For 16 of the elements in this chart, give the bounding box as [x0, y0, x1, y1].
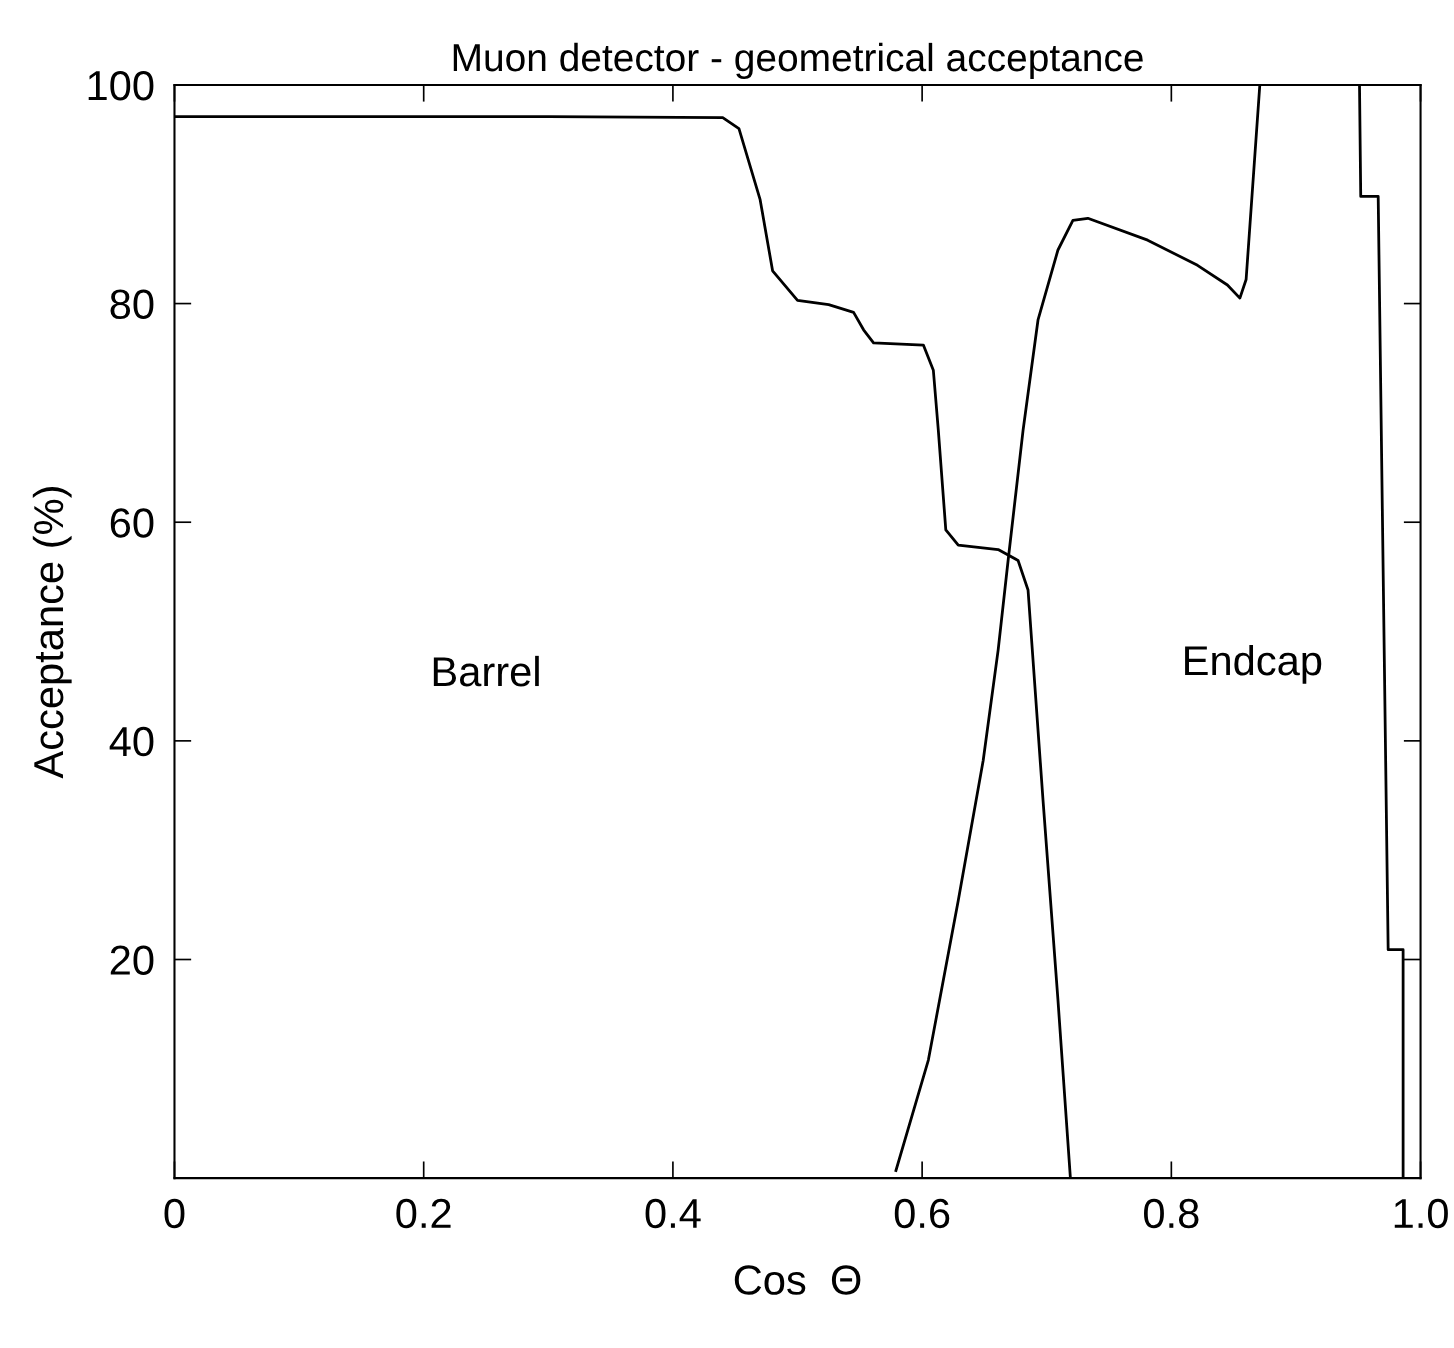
y-tick-label: 20	[110, 945, 154, 976]
y-tick-label: 40	[109, 726, 154, 757]
x-tick-label: 0	[164, 1198, 185, 1229]
x-axis-title: Cos Θ	[734, 1265, 861, 1295]
y-tick-label: 80	[110, 289, 154, 320]
y-tick-label: 100	[88, 70, 154, 101]
annotation: Endcap	[1185, 644, 1322, 684]
x-tick-label: 0.8	[1144, 1198, 1199, 1229]
y-axis-title: Acceptance (%)	[32, 487, 72, 779]
x-tick-label: 1.0	[1394, 1198, 1448, 1229]
y-tick-label: 60	[110, 508, 154, 538]
annotation: Barrel	[433, 655, 539, 687]
x-tick-label: 0.6	[894, 1198, 950, 1229]
x-tick-label: 0.2	[396, 1198, 451, 1229]
x-tick-label: 0.4	[645, 1198, 701, 1229]
chart-title: Muon detector - geometrical acceptance	[453, 42, 1143, 80]
